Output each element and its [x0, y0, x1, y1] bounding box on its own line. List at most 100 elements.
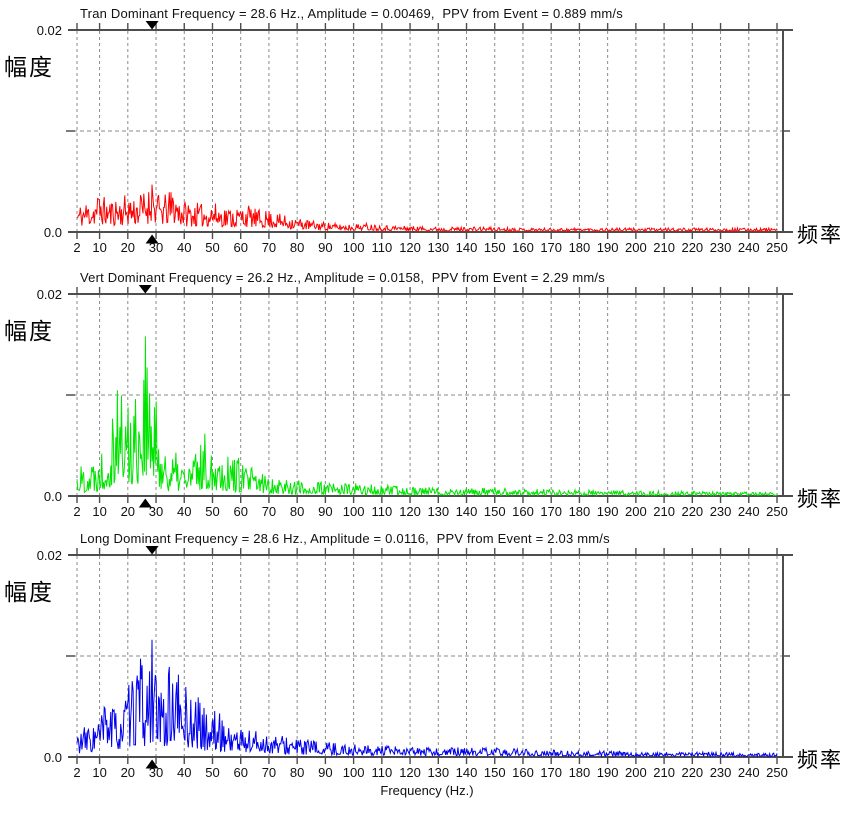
x-tick-label: 190	[597, 504, 619, 519]
dominant-frequency-marker-bottom	[138, 498, 152, 508]
y-min-label: 0.0	[43, 750, 62, 765]
y-max-label: 0.02	[36, 287, 62, 302]
frequency-axis-label: 频率	[797, 223, 843, 247]
x-tick-label: 110	[371, 240, 392, 255]
x-tick-label: 170	[540, 765, 562, 780]
x-tick-label: 60	[233, 240, 247, 255]
x-tick-label: 250	[766, 504, 788, 519]
x-tick-label: 160	[512, 504, 534, 519]
x-tick-label: 60	[233, 765, 247, 780]
chart-title: Vert Dominant Frequency = 26.2 Hz., Ampl…	[80, 270, 605, 285]
x-tick-label: 180	[569, 765, 591, 780]
x-tick-label: 210	[653, 765, 675, 780]
spectrum-chart-long: Long Dominant Frequency = 28.6 Hz., Ampl…	[0, 525, 855, 817]
x-tick-label: 120	[399, 765, 421, 780]
x-tick-label: 50	[205, 240, 219, 255]
x-tick-label: 40	[177, 240, 191, 255]
spectrum-trace-tran	[76, 184, 778, 233]
amplitude-axis-label: 幅度	[4, 319, 54, 345]
x-tick-label: 210	[653, 504, 675, 519]
spectrum-chart-vert: Vert Dominant Frequency = 26.2 Hz., Ampl…	[0, 264, 855, 527]
x-tick-label: 100	[343, 765, 365, 780]
dominant-frequency-marker-top	[138, 285, 152, 294]
x-tick-label: 240	[738, 240, 760, 255]
amplitude-axis-label: 幅度	[4, 55, 54, 81]
x-tick-label: 170	[540, 504, 562, 519]
x-tick-label: 100	[343, 504, 365, 519]
x-tick-label: 100	[343, 240, 365, 255]
x-tick-label: 90	[318, 765, 332, 780]
x-tick-label: 220	[681, 240, 703, 255]
plot-canvas-tran: 2 10 20 30 40 50 60 70 80 90 100 110 120 130 140 150 160…	[66, 21, 793, 255]
x-tick-label: 30	[149, 765, 163, 780]
dominant-frequency-marker-top	[145, 546, 159, 555]
x-tick-label: 250	[766, 765, 788, 780]
x-tick-label: 70	[262, 240, 276, 255]
frequency-axis-label: 频率	[797, 748, 843, 772]
x-tick-label: 180	[569, 240, 591, 255]
x-tick-label: 180	[569, 504, 591, 519]
x-tick-label: 110	[371, 765, 392, 780]
x-tick-label: 210	[653, 240, 675, 255]
y-min-label: 0.0	[43, 225, 62, 240]
x-tick-label: 130	[427, 504, 449, 519]
x-tick-label: 2	[73, 765, 80, 780]
x-tick-label: 150	[484, 240, 506, 255]
dominant-frequency-marker-top	[145, 21, 159, 30]
x-tick-label: 10	[92, 504, 106, 519]
dominant-frequency-marker-bottom	[145, 759, 159, 769]
y-max-label: 0.02	[36, 548, 62, 563]
x-tick-label: 30	[149, 240, 163, 255]
spectrum-chart-tran: Tran Dominant Frequency = 28.6 Hz., Ampl…	[0, 0, 855, 263]
x-tick-label: 2	[73, 504, 80, 519]
x-tick-label: 70	[262, 504, 276, 519]
x-tick-label: 130	[427, 765, 449, 780]
x-tick-label: 90	[318, 240, 332, 255]
y-max-label: 0.02	[36, 23, 62, 38]
x-tick-label: 190	[597, 240, 619, 255]
x-tick-label: 220	[681, 765, 703, 780]
x-tick-label: 140	[456, 504, 478, 519]
x-tick-label: 80	[290, 240, 304, 255]
x-tick-label: 2	[73, 240, 80, 255]
x-tick-label: 30	[149, 504, 163, 519]
x-tick-label: 120	[399, 504, 421, 519]
x-tick-label: 160	[512, 240, 534, 255]
x-tick-label: 80	[290, 504, 304, 519]
dominant-frequency-marker-bottom	[145, 234, 159, 244]
x-tick-label: 60	[233, 504, 247, 519]
x-tick-label: 220	[681, 504, 703, 519]
x-tick-label: 170	[540, 240, 562, 255]
plot-canvas-long: 2 10 20 30 40 50 60 70 80 90 100 110 120 130 140 150 160…	[66, 546, 793, 780]
x-tick-label: 200	[625, 765, 647, 780]
x-tick-label: 150	[484, 765, 506, 780]
x-tick-label: 230	[710, 240, 732, 255]
x-tick-label: 40	[177, 765, 191, 780]
x-tick-label: 10	[92, 240, 106, 255]
x-tick-label: 20	[121, 240, 135, 255]
x-tick-label: 50	[205, 504, 219, 519]
x-tick-label: 200	[625, 240, 647, 255]
x-tick-label: 160	[512, 765, 534, 780]
x-tick-label: 240	[738, 765, 760, 780]
frequency-axis-label: 频率	[797, 487, 843, 511]
x-tick-label: 50	[205, 765, 219, 780]
x-tick-label: 80	[290, 765, 304, 780]
x-tick-label: 10	[92, 765, 106, 780]
x-tick-label: 140	[456, 240, 478, 255]
x-tick-label: 230	[710, 765, 732, 780]
x-tick-label: 20	[121, 504, 135, 519]
spectrum-trace-vert	[76, 336, 778, 498]
y-min-label: 0.0	[43, 489, 62, 504]
x-tick-label: 140	[456, 765, 478, 780]
x-tick-label: 20	[121, 765, 135, 780]
x-tick-label: 130	[427, 240, 449, 255]
x-tick-label: 70	[262, 765, 276, 780]
amplitude-axis-label: 幅度	[4, 580, 54, 606]
x-tick-label: 190	[597, 765, 619, 780]
x-tick-label: 40	[177, 504, 191, 519]
x-tick-label: 90	[318, 504, 332, 519]
x-tick-label: 200	[625, 504, 647, 519]
x-tick-label: 150	[484, 504, 506, 519]
